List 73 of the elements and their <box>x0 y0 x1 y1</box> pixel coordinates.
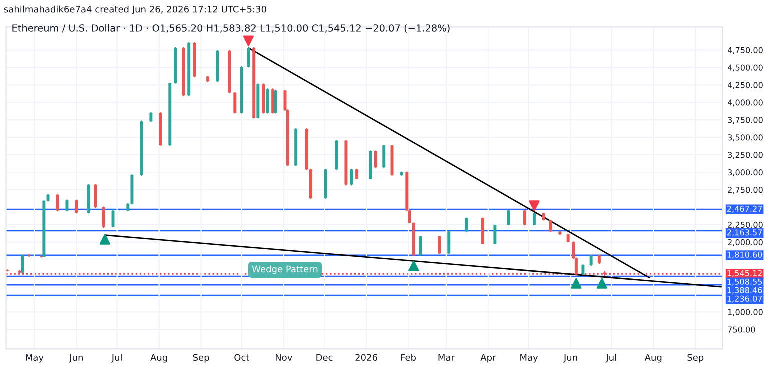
y-tick-label: 4,250.00 <box>728 82 763 90</box>
candlestick <box>94 184 98 209</box>
ref-line-label: 1,545.12 <box>728 270 762 278</box>
candlestick <box>523 210 526 226</box>
point <box>529 200 540 212</box>
y-tick-label: 4,000.00 <box>728 100 763 107</box>
y-tick-label: 750.00 <box>728 326 756 333</box>
chart-title: Ethereum / U.S. Dollar · 1D · O1,565.20 H1,583.82 L1,510.00 C1,545.12 −20.07 (−1.28%) <box>12 24 450 34</box>
x-tick-label: Jul <box>111 354 122 363</box>
candlestick <box>274 89 278 114</box>
candlestick <box>598 254 601 265</box>
candlestick <box>532 212 536 226</box>
ref-line-label: 2,163.57 <box>727 230 762 237</box>
x-tick-label: Sep <box>193 354 210 363</box>
x-tick-label: Nov <box>276 354 292 362</box>
x-tick-label: Jun <box>564 354 578 363</box>
candlestick <box>507 210 510 226</box>
ref-line-label: 1,810.60 <box>728 252 762 259</box>
candlestick <box>374 150 378 169</box>
y-tick-label: 3,500.00 <box>728 134 763 142</box>
x-tick-label: Jun <box>69 354 83 363</box>
candlestick <box>590 254 593 267</box>
point <box>596 278 608 289</box>
ref-line-label: 1,236.07 <box>728 296 762 303</box>
chart-subtitle: sahilmahadik6e7a4 created Jun 26, 2026 17:12 UTC+5:30 <box>4 6 266 14</box>
candlestick <box>102 206 106 229</box>
candlestick <box>56 194 60 212</box>
candlestick <box>438 235 442 255</box>
x-tick-label: Oct <box>234 354 250 362</box>
y-tick-label: 2,250.00 <box>728 222 763 229</box>
candlestick <box>465 217 468 234</box>
ref-line-label: 1,388.46 <box>728 287 762 294</box>
y-tick-label: 4,750.00 <box>728 47 763 54</box>
x-tick-label: Aug <box>150 354 168 363</box>
x-tick-label: Jul <box>606 354 616 363</box>
point <box>571 278 582 289</box>
candlestick <box>75 199 78 214</box>
candlestick <box>247 46 250 68</box>
x-tick-label: May <box>520 354 538 363</box>
point <box>243 36 254 46</box>
candlestick <box>66 199 69 212</box>
y-tick-label: 3,750.00 <box>728 117 763 124</box>
x-tick-label: May <box>26 354 44 363</box>
x-tick-label: 2026 <box>356 354 378 362</box>
candlestick <box>21 254 24 274</box>
ref-line-label: 2,467.27 <box>727 206 762 213</box>
point <box>408 260 420 272</box>
y-tick-label: 3,000.00 <box>728 170 763 176</box>
candlestick <box>494 224 497 245</box>
candlestick <box>419 235 422 257</box>
x-tick-label: Sep <box>688 354 704 363</box>
x-tick-label: Mar <box>438 354 455 362</box>
candlestick <box>356 168 359 180</box>
x-tick-label: Apr <box>480 354 496 363</box>
annotation: Wedge Pattern <box>252 266 318 274</box>
x-tick-label: Aug <box>644 354 662 363</box>
y-tick-label: 2,000.00 <box>728 239 763 246</box>
candlestick <box>28 254 31 258</box>
y-tick-label: 2,750.00 <box>728 187 763 194</box>
candlestick <box>448 230 451 255</box>
ref-line-label: 1,508.55 <box>728 278 762 286</box>
x-tick-label: Feb <box>401 354 416 362</box>
candlestick <box>234 92 237 114</box>
y-tick-label: 1,000.00 <box>728 309 763 316</box>
candlestick <box>272 88 275 114</box>
y-tick-label: 4,500.00 <box>728 64 763 72</box>
candlestick <box>150 112 153 123</box>
x-tick-label: Dec <box>316 354 333 362</box>
candlestick <box>382 144 386 169</box>
candlestick <box>350 168 354 186</box>
candlestick <box>266 88 270 114</box>
y-tick-label: 3,250.00 <box>728 152 763 159</box>
point <box>100 234 110 245</box>
